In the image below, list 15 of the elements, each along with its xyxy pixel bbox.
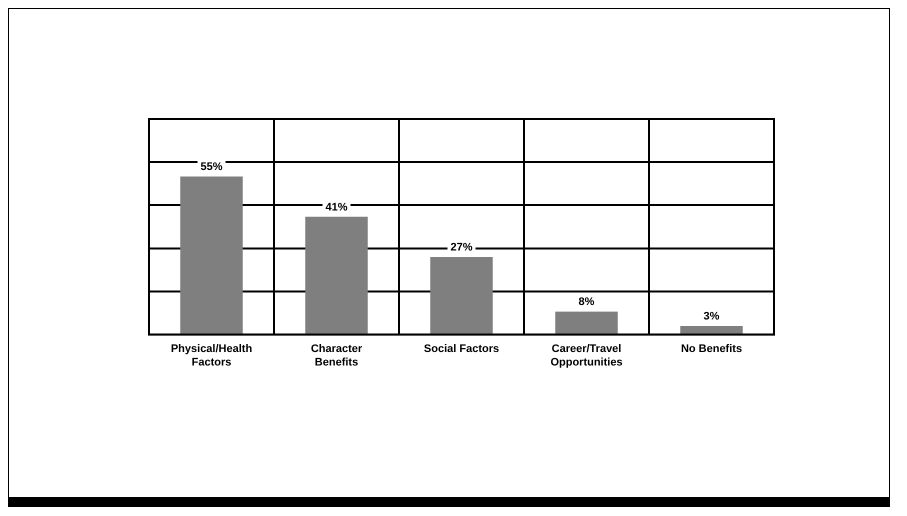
x-tick-label: Physical/Health Factors	[170, 343, 252, 368]
data-label: 41%	[325, 201, 348, 214]
data-label: 3%	[704, 310, 720, 323]
bar	[305, 216, 368, 334]
x-tick-label: Social Factors	[424, 343, 500, 356]
bar	[180, 176, 243, 334]
bar	[430, 256, 493, 334]
data-label: 8%	[578, 296, 595, 308]
bar	[555, 312, 618, 334]
x-tick-label: Character Benefits	[310, 343, 363, 368]
data-label: 27%	[450, 242, 473, 254]
x-tick-label: No Benefits	[680, 343, 742, 356]
data-label: 55%	[200, 161, 223, 174]
x-tick-label: Career/Travel Opportunities	[550, 343, 623, 368]
bar	[680, 326, 743, 334]
